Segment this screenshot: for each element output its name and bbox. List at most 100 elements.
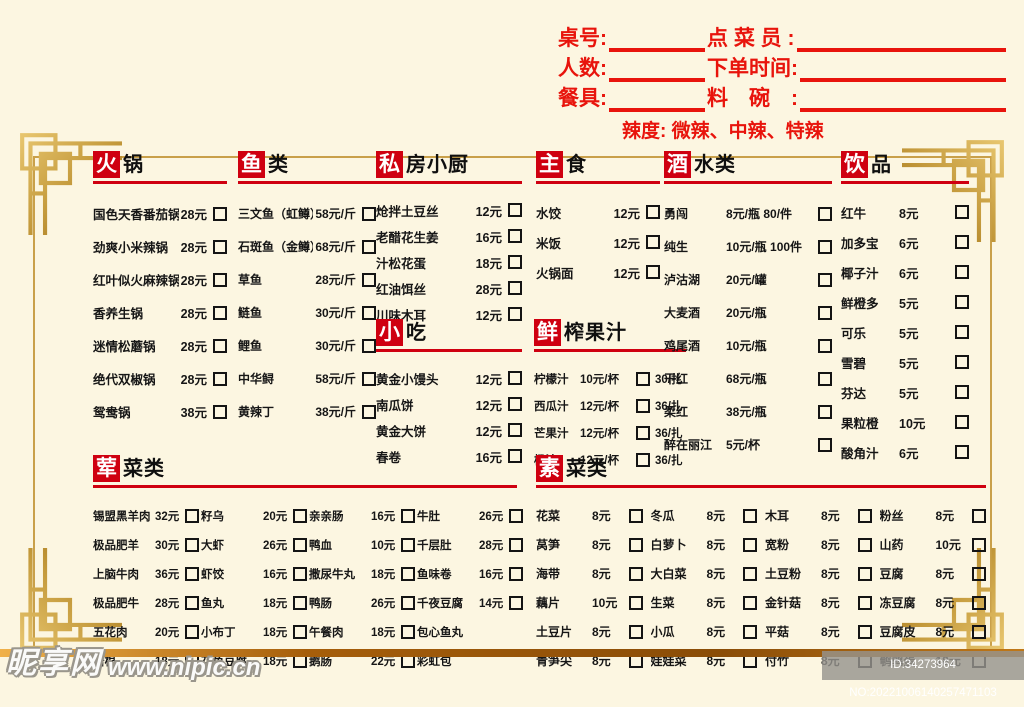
item-checkbox[interactable] xyxy=(972,537,986,552)
item-checkbox[interactable] xyxy=(628,624,643,639)
menu-item-row: 春卷 16元 xyxy=(376,443,522,469)
menu-item-row: 草鱼 28元/斤 xyxy=(238,263,376,296)
waiter-field[interactable] xyxy=(796,28,1006,52)
item-checkbox[interactable] xyxy=(293,566,308,581)
item-checkbox[interactable] xyxy=(743,595,757,610)
item-checkbox[interactable] xyxy=(818,404,832,419)
item-checkbox[interactable] xyxy=(972,508,986,523)
item-checkbox[interactable] xyxy=(818,206,832,221)
sauce-bowl-field[interactable] xyxy=(800,88,1006,112)
item-checkbox[interactable] xyxy=(636,398,650,413)
item-checkbox[interactable] xyxy=(955,235,969,249)
item-checkbox[interactable] xyxy=(213,371,227,386)
item-checkbox[interactable] xyxy=(972,566,986,581)
item-checkbox[interactable] xyxy=(508,423,522,437)
item-checkbox[interactable] xyxy=(818,437,832,452)
item-checkbox[interactable] xyxy=(509,566,524,581)
item-checkbox[interactable] xyxy=(857,566,872,581)
item-checkbox[interactable] xyxy=(185,624,200,639)
item-checkbox[interactable] xyxy=(818,239,832,254)
item-checkbox[interactable] xyxy=(401,537,416,552)
item-checkbox[interactable] xyxy=(293,508,308,523)
item-checkbox[interactable] xyxy=(955,205,969,219)
item-checkbox[interactable] xyxy=(509,537,524,552)
item-checkbox[interactable] xyxy=(628,508,643,523)
item-name: 亲亲肠 xyxy=(309,510,344,523)
item-checkbox[interactable] xyxy=(185,508,200,523)
item-checkbox[interactable] xyxy=(213,239,227,254)
item-checkbox[interactable] xyxy=(743,508,757,523)
item-name: 冬瓜 xyxy=(650,509,675,523)
item-checkbox[interactable] xyxy=(646,235,660,249)
item-checkbox[interactable] xyxy=(213,338,227,353)
item-checkbox[interactable] xyxy=(508,229,522,243)
item-name: 千夜豆腐 xyxy=(417,597,463,610)
item-checkbox[interactable] xyxy=(955,445,969,459)
item-checkbox[interactable] xyxy=(293,537,308,552)
item-checkbox[interactable] xyxy=(362,239,376,254)
item-checkbox[interactable] xyxy=(362,272,376,287)
item-checkbox[interactable] xyxy=(857,508,872,523)
item-checkbox[interactable] xyxy=(509,595,524,610)
item-checkbox[interactable] xyxy=(509,508,524,523)
item-checkbox[interactable] xyxy=(628,566,643,581)
item-checkbox[interactable] xyxy=(508,255,522,269)
item-price: 8元 xyxy=(821,625,840,639)
item-checkbox[interactable] xyxy=(818,305,832,320)
item-checkbox[interactable] xyxy=(743,537,757,552)
item-checkbox[interactable] xyxy=(213,206,227,221)
item-checkbox[interactable] xyxy=(401,624,416,639)
item-checkbox[interactable] xyxy=(508,281,522,295)
menu-item-row: 水饺 12元 xyxy=(536,197,660,227)
people-count-field[interactable] xyxy=(609,58,705,82)
order-time-field[interactable] xyxy=(800,58,1006,82)
item-checkbox[interactable] xyxy=(955,385,969,399)
item-checkbox[interactable] xyxy=(508,371,522,385)
item-checkbox[interactable] xyxy=(636,425,650,440)
table-number-field[interactable] xyxy=(609,28,705,52)
item-checkbox[interactable] xyxy=(293,595,308,610)
item-checkbox[interactable] xyxy=(401,508,416,523)
item-checkbox[interactable] xyxy=(646,205,660,219)
item-checkbox[interactable] xyxy=(955,295,969,309)
item-checkbox[interactable] xyxy=(955,355,969,369)
item-checkbox[interactable] xyxy=(508,397,522,411)
item-checkbox[interactable] xyxy=(743,624,757,639)
item-checkbox[interactable] xyxy=(362,338,376,353)
item-checkbox[interactable] xyxy=(185,595,200,610)
item-checkbox[interactable] xyxy=(185,537,200,552)
item-checkbox[interactable] xyxy=(818,371,832,386)
item-checkbox[interactable] xyxy=(972,595,986,610)
item-checkbox[interactable] xyxy=(362,404,376,419)
item-checkbox[interactable] xyxy=(818,338,832,353)
item-checkbox[interactable] xyxy=(362,206,376,221)
item-checkbox[interactable] xyxy=(955,325,969,339)
item-checkbox[interactable] xyxy=(628,595,643,610)
item-checkbox[interactable] xyxy=(401,595,416,610)
item-checkbox[interactable] xyxy=(955,415,969,429)
item-checkbox[interactable] xyxy=(508,203,522,217)
tableware-field[interactable] xyxy=(609,88,705,112)
item-checkbox[interactable] xyxy=(743,566,757,581)
item-checkbox[interactable] xyxy=(213,272,227,287)
item-checkbox[interactable] xyxy=(818,272,832,287)
item-checkbox[interactable] xyxy=(955,265,969,279)
item-checkbox[interactable] xyxy=(646,265,660,279)
item-checkbox[interactable] xyxy=(857,624,872,639)
item-checkbox[interactable] xyxy=(362,371,376,386)
item-checkbox[interactable] xyxy=(972,624,986,639)
item-checkbox[interactable] xyxy=(857,595,872,610)
item-checkbox[interactable] xyxy=(508,449,522,463)
item-checkbox[interactable] xyxy=(213,305,227,320)
item-checkbox[interactable] xyxy=(185,566,200,581)
item-checkbox[interactable] xyxy=(362,305,376,320)
item-price: 12元 xyxy=(475,398,502,413)
item-checkbox[interactable] xyxy=(401,566,416,581)
item-checkbox[interactable] xyxy=(213,404,227,419)
item-checkbox[interactable] xyxy=(636,452,650,467)
item-checkbox[interactable] xyxy=(857,537,872,552)
item-checkbox[interactable] xyxy=(628,537,643,552)
item-checkbox[interactable] xyxy=(293,624,308,639)
item-checkbox[interactable] xyxy=(636,371,650,386)
item-checkbox[interactable] xyxy=(508,307,522,321)
